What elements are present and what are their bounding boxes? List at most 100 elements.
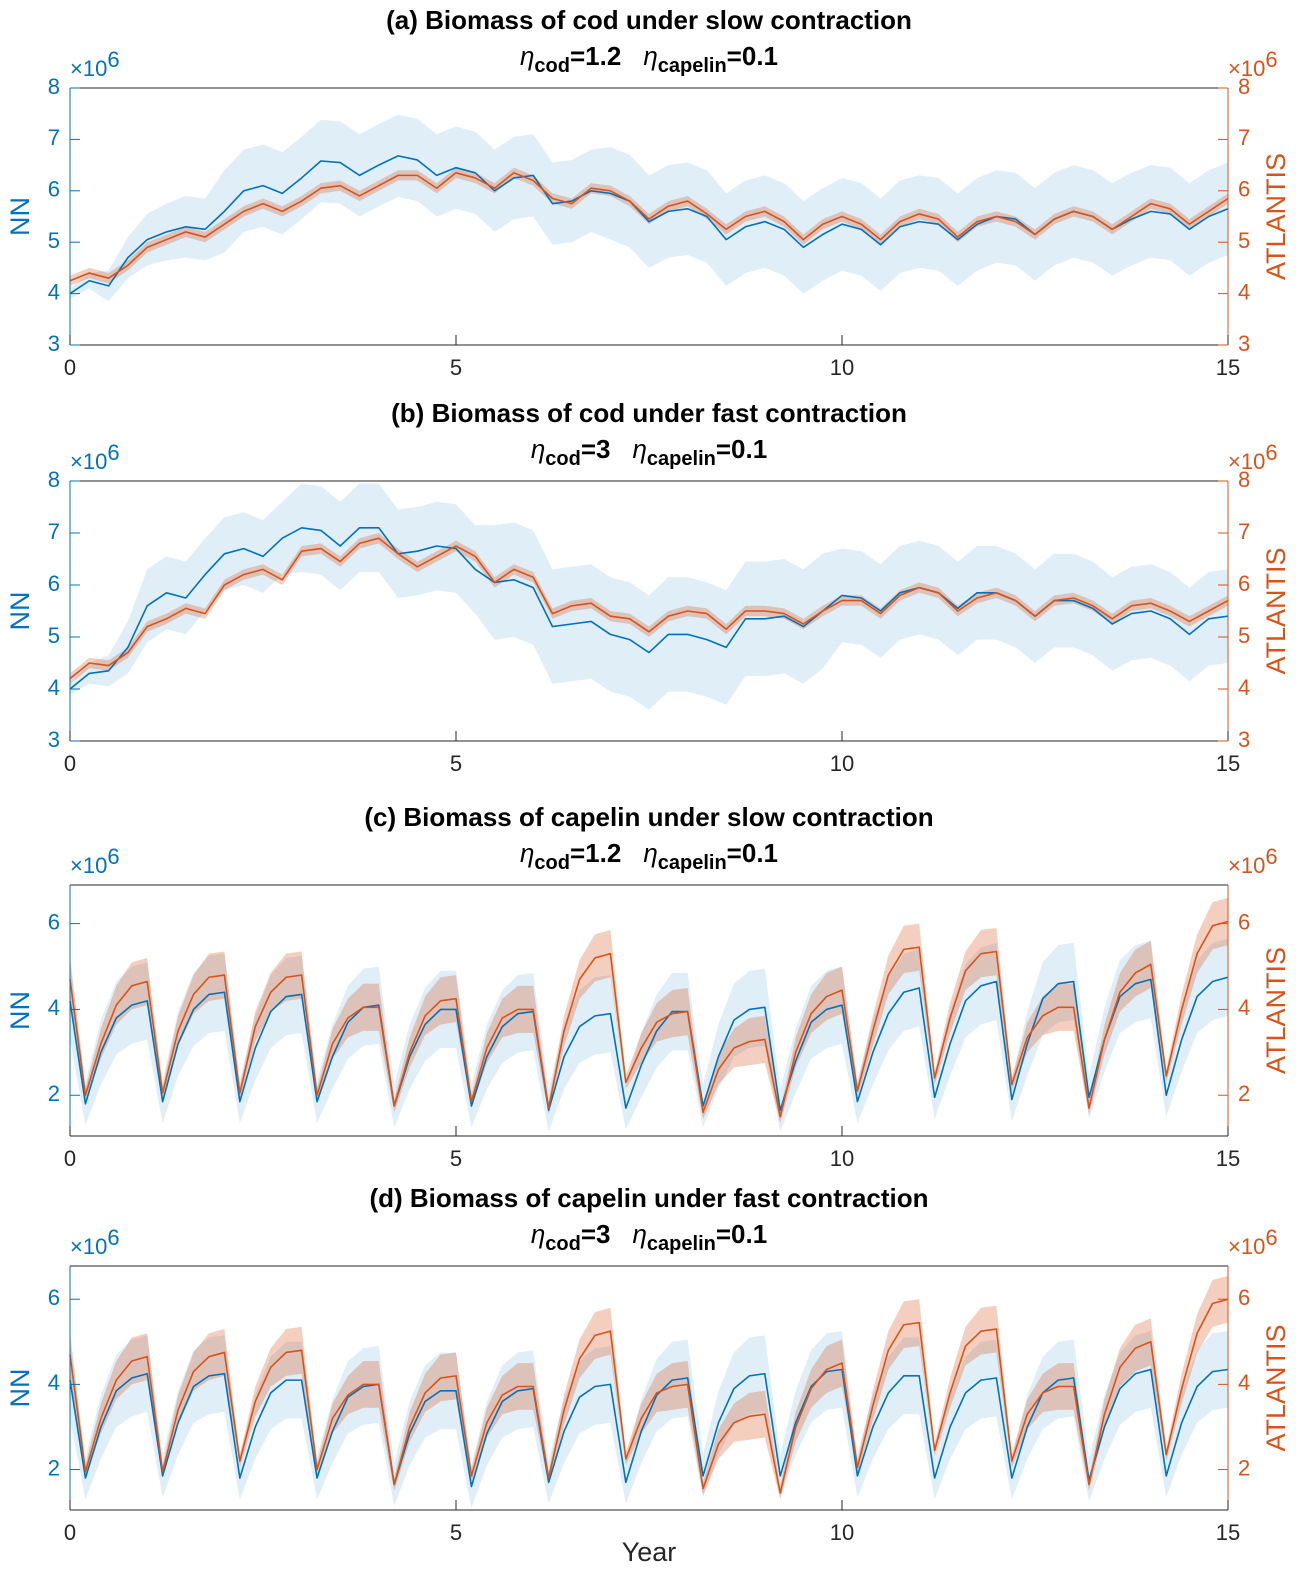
exponent-base: ×10 bbox=[70, 56, 107, 81]
y2-tick-label: 6 bbox=[1238, 1285, 1250, 1310]
y2-axis-label: ATLANTIS bbox=[1261, 947, 1291, 1074]
y2-tick-label: 5 bbox=[1238, 623, 1250, 648]
y2-tick-label: 6 bbox=[1238, 571, 1250, 596]
exponent-power: 6 bbox=[107, 440, 119, 465]
y-exponent: ×106 bbox=[70, 440, 120, 474]
series-line bbox=[69, 1368, 1229, 1488]
y2-exponent: ×106 bbox=[1228, 1225, 1278, 1259]
parameter-value: =1.2 bbox=[570, 838, 621, 868]
exponent-base: ×10 bbox=[1228, 1234, 1265, 1259]
series-line bbox=[69, 537, 1229, 680]
uncertainty-band bbox=[70, 1275, 1228, 1500]
x-tick-label: 15 bbox=[1216, 751, 1240, 776]
y2-axis-label: ATLANTIS bbox=[1261, 153, 1291, 280]
x-tick-label: 5 bbox=[450, 1146, 462, 1171]
parameter-value: =0.1 bbox=[727, 41, 778, 71]
y2-tick-label: 3 bbox=[1238, 331, 1250, 356]
parameter-symbol: η bbox=[531, 434, 545, 464]
y2-tick-label: 4 bbox=[1238, 1370, 1250, 1395]
series-line bbox=[69, 976, 1229, 1112]
exponent-power: 6 bbox=[1265, 47, 1277, 72]
exponent-power: 6 bbox=[107, 844, 119, 869]
chart-title: (c) Biomass of capelin under slow contra… bbox=[364, 802, 933, 832]
exponent-power: 6 bbox=[1265, 440, 1277, 465]
series-line bbox=[69, 1298, 1229, 1494]
x-tick-label: 0 bbox=[64, 1520, 76, 1545]
parameter-subscript: capelin bbox=[658, 852, 727, 874]
exponent-base: ×10 bbox=[1228, 853, 1265, 878]
parameter-value: =0.1 bbox=[716, 1219, 767, 1249]
parameter-subscript: cod bbox=[545, 448, 581, 470]
y-tick-label: 5 bbox=[48, 228, 60, 253]
y2-tick-label: 7 bbox=[1238, 125, 1250, 150]
parameter-value: =1.2 bbox=[570, 41, 621, 71]
y2-tick-label: 6 bbox=[1238, 909, 1250, 934]
x-tick-label: 10 bbox=[830, 751, 854, 776]
exponent-power: 6 bbox=[107, 1225, 119, 1250]
y2-axis-label: ATLANTIS bbox=[1261, 547, 1291, 674]
y2-tick-label: 4 bbox=[1238, 675, 1250, 700]
chart-title: (d) Biomass of capelin under fast contra… bbox=[369, 1183, 928, 1213]
parameter-symbol: η bbox=[632, 434, 646, 464]
parameter-value: =3 bbox=[581, 1219, 611, 1249]
y2-tick-label: 2 bbox=[1238, 1455, 1250, 1480]
y2-tick-label: 7 bbox=[1238, 519, 1250, 544]
y2-axis-label: ATLANTIS bbox=[1261, 1324, 1291, 1451]
y-exponent: ×106 bbox=[70, 47, 120, 81]
x-tick-label: 10 bbox=[830, 355, 854, 380]
x-tick-label: 10 bbox=[830, 1520, 854, 1545]
y-tick-label: 2 bbox=[48, 1455, 60, 1480]
x-tick-label: 5 bbox=[450, 1520, 462, 1545]
exponent-power: 6 bbox=[1265, 1225, 1277, 1250]
y-exponent: ×106 bbox=[70, 844, 120, 878]
exponent-base: ×10 bbox=[1228, 449, 1265, 474]
y-tick-label: 6 bbox=[48, 177, 60, 202]
y2-tick-label: 3 bbox=[1238, 727, 1250, 752]
y-tick-label: 4 bbox=[48, 279, 60, 304]
exponent-power: 6 bbox=[107, 47, 119, 72]
uncertainty-band bbox=[70, 483, 1228, 710]
parameter-subscript: cod bbox=[534, 55, 570, 77]
uncertainty-band bbox=[70, 114, 1228, 302]
y-tick-label: 3 bbox=[48, 727, 60, 752]
exponent-base: ×10 bbox=[70, 1234, 107, 1259]
chart-title: (b) Biomass of cod under fast contractio… bbox=[391, 398, 907, 428]
y2-tick-label: 4 bbox=[1238, 995, 1250, 1020]
y2-exponent: ×106 bbox=[1228, 844, 1278, 878]
x-tick-label: 15 bbox=[1216, 1146, 1240, 1171]
y2-tick-label: 6 bbox=[1238, 177, 1250, 202]
y-tick-label: 4 bbox=[48, 675, 60, 700]
y-axis-label: NN bbox=[5, 1369, 35, 1408]
parameter-value: =0.1 bbox=[727, 838, 778, 868]
chart-subtitle: ηcod=3 ηcapelin=0.1 bbox=[531, 434, 767, 470]
y-tick-label: 3 bbox=[48, 331, 60, 356]
y2-exponent: ×106 bbox=[1228, 440, 1278, 474]
exponent-power: 6 bbox=[1265, 844, 1277, 869]
y-exponent: ×106 bbox=[70, 1225, 120, 1259]
x-tick-label: 0 bbox=[64, 355, 76, 380]
parameter-subscript: capelin bbox=[658, 55, 727, 77]
parameter-subscript: cod bbox=[534, 852, 570, 874]
y-tick-label: 6 bbox=[48, 909, 60, 934]
parameter-symbol: η bbox=[520, 838, 534, 868]
y2-tick-label: 8 bbox=[1238, 467, 1250, 492]
y-tick-label: 7 bbox=[48, 125, 60, 150]
y-tick-label: 7 bbox=[48, 519, 60, 544]
chart-title: (a) Biomass of cod under slow contractio… bbox=[386, 5, 912, 35]
chart-subtitle: ηcod=1.2 ηcapelin=0.1 bbox=[520, 41, 778, 77]
y-tick-label: 8 bbox=[48, 74, 60, 99]
uncertainty-band bbox=[70, 167, 1228, 286]
y-tick-label: 2 bbox=[48, 1081, 60, 1106]
x-tick-label: 15 bbox=[1216, 355, 1240, 380]
y-axis-label: NN bbox=[5, 592, 35, 631]
x-tick-label: 0 bbox=[64, 1146, 76, 1171]
chart-subtitle: ηcod=1.2 ηcapelin=0.1 bbox=[520, 838, 778, 874]
parameter-value: =0.1 bbox=[716, 434, 767, 464]
parameter-subscript: capelin bbox=[647, 1233, 716, 1255]
parameter-subscript: cod bbox=[545, 1233, 581, 1255]
series-line bbox=[69, 920, 1229, 1118]
y2-tick-label: 5 bbox=[1238, 228, 1250, 253]
y-tick-label: 6 bbox=[48, 1285, 60, 1310]
parameter-symbol: η bbox=[643, 838, 657, 868]
